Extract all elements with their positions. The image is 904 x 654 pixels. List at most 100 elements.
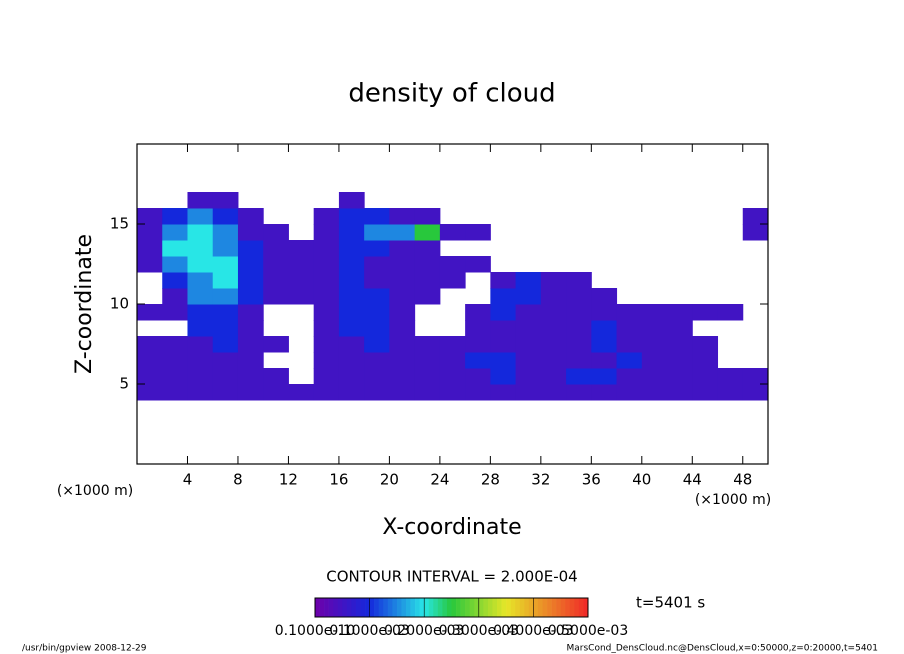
cell xyxy=(137,240,163,257)
x-tick-label: 4 xyxy=(183,471,193,489)
cell xyxy=(540,320,567,337)
cell xyxy=(137,384,163,401)
colorbar-swatch xyxy=(324,598,329,617)
colorbar-swatch xyxy=(469,598,475,617)
cell xyxy=(338,192,365,209)
colorbar-swatch xyxy=(519,598,525,617)
cell xyxy=(237,368,264,385)
colorbar-swatch xyxy=(392,598,398,617)
colorbar-swatch xyxy=(365,598,370,617)
cell xyxy=(288,384,315,401)
cell xyxy=(490,272,517,289)
cell xyxy=(187,320,214,337)
cell xyxy=(313,304,340,321)
cell xyxy=(212,224,239,241)
cell xyxy=(414,336,441,353)
cell xyxy=(162,224,188,241)
cell xyxy=(540,352,567,369)
x-tick-label: 36 xyxy=(582,471,601,489)
colorbar-swatch xyxy=(369,598,375,617)
cell xyxy=(338,224,365,241)
cell xyxy=(616,368,643,385)
cell xyxy=(465,320,491,337)
cell xyxy=(338,256,365,273)
cell xyxy=(313,224,340,241)
cell xyxy=(540,384,567,401)
cell xyxy=(313,352,340,369)
cell xyxy=(364,336,390,353)
y-tick-label: 15 xyxy=(110,215,129,233)
cell xyxy=(338,384,365,401)
colorbar-swatch xyxy=(442,598,448,617)
cell xyxy=(414,224,441,241)
colorbar-swatch xyxy=(410,598,416,617)
cell xyxy=(465,352,491,369)
cell xyxy=(389,320,416,337)
cell xyxy=(364,352,390,369)
colorbar-swatch xyxy=(578,598,584,617)
cell xyxy=(237,320,264,337)
cell xyxy=(237,272,264,289)
contour-note: CONTOUR INTERVAL = 2.000E-04 xyxy=(326,568,577,586)
colorbar-swatch xyxy=(515,598,521,617)
cell xyxy=(162,384,188,401)
cell xyxy=(591,352,618,369)
colorbar-swatch xyxy=(574,598,580,617)
cell xyxy=(389,256,416,273)
time-note: t=5401 s xyxy=(636,594,705,612)
cell xyxy=(187,304,214,321)
colorbar-swatch xyxy=(569,598,575,617)
cell xyxy=(515,384,542,401)
cell xyxy=(566,272,592,289)
cell xyxy=(313,288,340,305)
cell xyxy=(540,288,567,305)
colorbar-swatch xyxy=(415,598,420,617)
colorbar-swatch xyxy=(501,598,507,617)
cell xyxy=(515,288,542,305)
colorbar-swatch xyxy=(333,598,339,617)
cell xyxy=(389,336,416,353)
cell xyxy=(313,368,340,385)
x-tick-label: 16 xyxy=(329,471,348,489)
colorbar-swatch xyxy=(524,598,530,617)
cell xyxy=(414,368,441,385)
cell xyxy=(338,336,365,353)
colorbar-swatch xyxy=(446,598,452,617)
cell xyxy=(641,336,668,353)
cell xyxy=(692,368,719,385)
cell xyxy=(414,208,441,225)
cell xyxy=(414,352,441,369)
cell xyxy=(490,288,517,305)
cell xyxy=(187,192,214,209)
cell xyxy=(364,288,390,305)
cell xyxy=(313,320,340,337)
cell xyxy=(742,384,769,401)
cell xyxy=(692,352,719,369)
cell xyxy=(338,288,365,305)
cell xyxy=(212,320,239,337)
cell xyxy=(237,304,264,321)
cell xyxy=(237,288,264,305)
cell xyxy=(338,352,365,369)
cell xyxy=(566,288,592,305)
cell xyxy=(187,288,214,305)
colorbar-swatch xyxy=(419,598,425,617)
cell xyxy=(313,240,340,257)
cell xyxy=(263,240,289,257)
colorbar-tick-label: 0.5000e-03 xyxy=(548,623,628,639)
cell xyxy=(313,272,340,289)
cell xyxy=(137,256,163,273)
colorbar-swatch xyxy=(474,598,480,617)
colorbar-swatch xyxy=(346,598,352,617)
cell xyxy=(465,368,491,385)
cell xyxy=(162,304,188,321)
cell xyxy=(162,368,188,385)
cell xyxy=(692,304,719,321)
colorbar-swatch xyxy=(533,598,539,617)
cell xyxy=(515,320,542,337)
cell xyxy=(641,304,668,321)
colorbar-swatch xyxy=(387,598,393,617)
cell xyxy=(515,272,542,289)
cell xyxy=(237,336,264,353)
